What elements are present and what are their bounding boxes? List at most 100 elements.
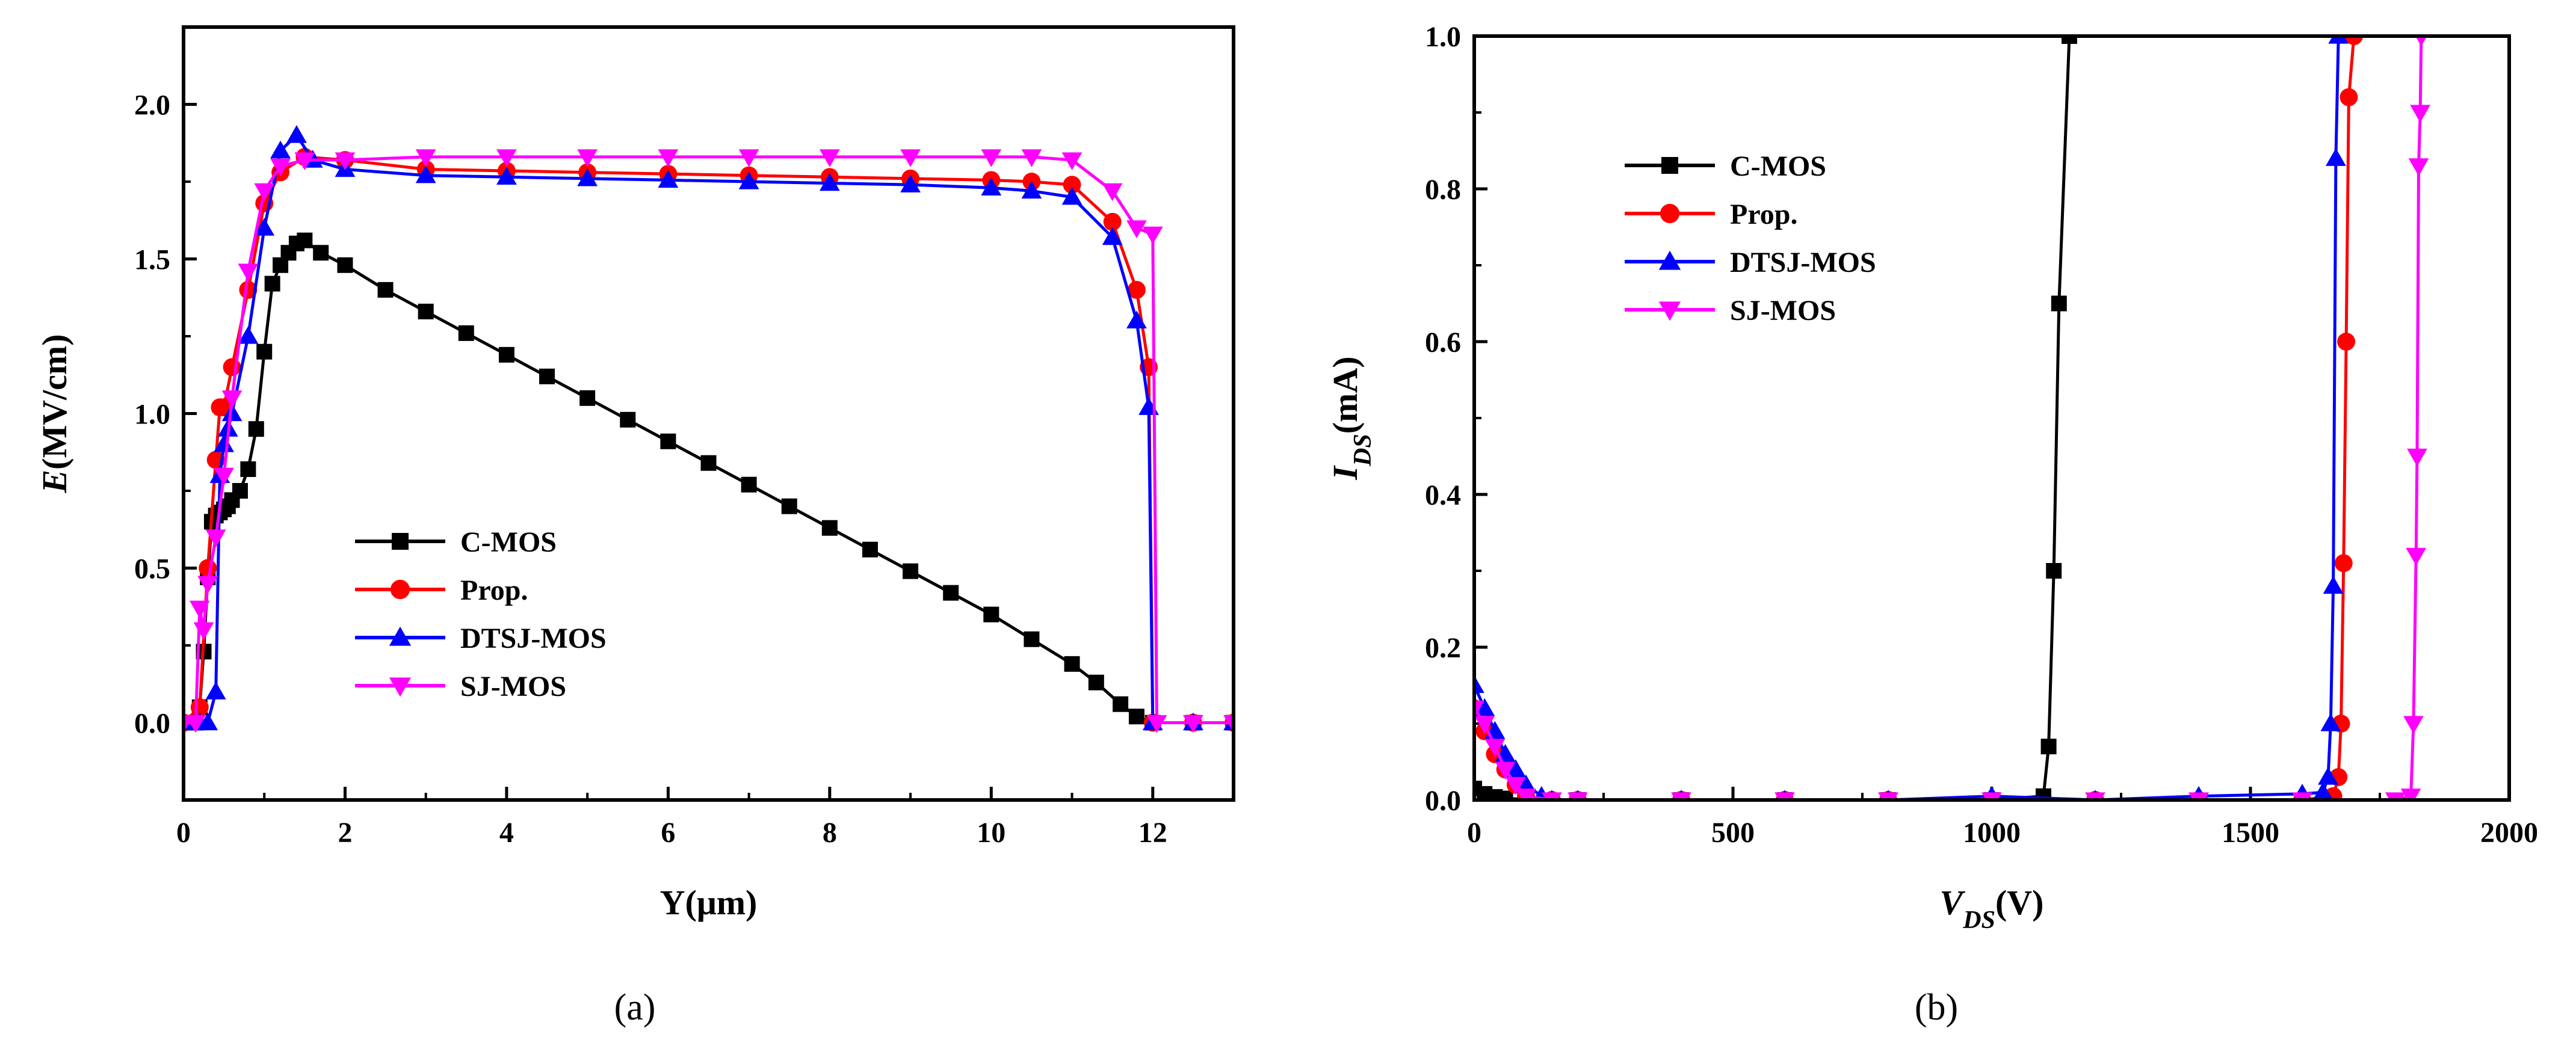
series-group bbox=[184, 125, 1234, 733]
data-point bbox=[738, 171, 759, 189]
data-point bbox=[1024, 631, 1040, 647]
legend-label: C-MOS bbox=[1730, 150, 1826, 182]
data-point bbox=[1061, 152, 1083, 170]
data-point bbox=[2407, 448, 2427, 467]
data-point bbox=[2318, 767, 2338, 785]
data-point bbox=[1064, 656, 1080, 672]
data-point bbox=[214, 467, 235, 486]
series-line-sj-mos bbox=[1474, 36, 2423, 800]
legend-marker bbox=[1658, 250, 1681, 270]
data-point bbox=[185, 715, 206, 733]
data-point bbox=[579, 390, 596, 406]
plot-frame bbox=[1472, 34, 2511, 802]
legend-marker bbox=[392, 533, 409, 550]
data-point bbox=[1484, 739, 1506, 757]
data-point bbox=[1474, 700, 1484, 719]
data-point bbox=[1126, 220, 1147, 238]
data-point bbox=[1474, 716, 1495, 734]
y-axis-label: IDS(mA) bbox=[1326, 356, 1377, 480]
data-point bbox=[248, 421, 264, 437]
data-point bbox=[294, 152, 315, 170]
data-point bbox=[1103, 212, 1122, 231]
data-point bbox=[199, 559, 217, 577]
data-point bbox=[270, 158, 291, 177]
data-point bbox=[2385, 792, 2406, 800]
legend-marker bbox=[1658, 301, 1681, 321]
data-point bbox=[2292, 792, 2312, 800]
data-point bbox=[1128, 709, 1144, 725]
data-point bbox=[1542, 792, 1562, 800]
data-point bbox=[2408, 158, 2429, 176]
data-point bbox=[498, 346, 514, 363]
data-point bbox=[862, 541, 878, 558]
data-point bbox=[1505, 777, 1526, 795]
data-point bbox=[2312, 782, 2334, 800]
data-point bbox=[2188, 792, 2209, 800]
data-point bbox=[2400, 788, 2421, 800]
data-point bbox=[313, 245, 329, 261]
data-point bbox=[781, 498, 797, 514]
data-point bbox=[1126, 310, 1147, 328]
legend-marker bbox=[1661, 157, 1678, 174]
data-point bbox=[496, 167, 517, 185]
data-point bbox=[193, 622, 214, 641]
data-point bbox=[1223, 715, 1234, 733]
data-point bbox=[2320, 713, 2341, 731]
series-line-dtsj-mos bbox=[1474, 36, 2340, 800]
data-point bbox=[819, 173, 840, 191]
data-point bbox=[1061, 186, 1083, 205]
data-point bbox=[2334, 554, 2353, 573]
data-point bbox=[256, 343, 273, 360]
data-point bbox=[232, 483, 248, 499]
data-point bbox=[1138, 397, 1159, 415]
data-point bbox=[1127, 280, 1146, 299]
y-tick-label: 1.0 bbox=[1425, 21, 1461, 53]
data-point bbox=[337, 257, 353, 273]
data-point bbox=[197, 712, 218, 731]
data-point bbox=[418, 303, 434, 319]
y-tick-label: 1.5 bbox=[134, 244, 170, 276]
data-point bbox=[1021, 149, 1042, 167]
data-point bbox=[270, 140, 291, 159]
x-tick-label: 1500 bbox=[2222, 817, 2279, 849]
legend-label: DTSJ-MOS bbox=[460, 623, 607, 654]
data-point bbox=[377, 281, 394, 298]
data-point bbox=[1497, 790, 1513, 800]
data-point bbox=[2326, 148, 2346, 166]
data-point bbox=[2415, 36, 2427, 46]
data-point bbox=[900, 174, 921, 192]
x-tick-label: 10 bbox=[977, 817, 1005, 849]
legend-label: SJ-MOS bbox=[1730, 295, 1836, 327]
data-point bbox=[254, 183, 275, 202]
y-tick-label: 0.4 bbox=[1425, 479, 1461, 511]
legend-marker bbox=[389, 626, 412, 646]
data-point bbox=[738, 149, 759, 167]
data-point bbox=[1113, 696, 1129, 712]
data-point bbox=[2051, 295, 2067, 312]
x-tick-label: 1000 bbox=[1963, 817, 2021, 849]
data-point bbox=[539, 368, 555, 384]
x-tick-label: 2000 bbox=[2480, 817, 2538, 849]
data-point bbox=[223, 358, 241, 377]
x-tick-label: 2 bbox=[338, 817, 352, 849]
data-point bbox=[1878, 792, 1898, 800]
y-tick-label: 0.2 bbox=[1425, 632, 1461, 664]
data-point bbox=[577, 168, 598, 186]
data-point bbox=[2406, 547, 2427, 566]
x-tick-label: 0 bbox=[1467, 817, 1481, 849]
data-point bbox=[496, 149, 517, 167]
y-tick-label: 1.0 bbox=[134, 399, 170, 431]
data-point bbox=[238, 326, 259, 344]
data-point bbox=[197, 576, 218, 594]
data-point bbox=[1568, 792, 1588, 800]
data-point bbox=[239, 280, 258, 299]
data-point bbox=[943, 585, 959, 601]
legend-marker bbox=[390, 579, 410, 600]
series-line-c-mos bbox=[184, 239, 1234, 724]
data-point bbox=[264, 275, 280, 292]
data-point bbox=[658, 170, 679, 188]
data-point bbox=[238, 263, 259, 281]
data-point bbox=[2345, 36, 2363, 45]
data-point bbox=[415, 149, 436, 167]
data-point bbox=[1063, 176, 1081, 194]
